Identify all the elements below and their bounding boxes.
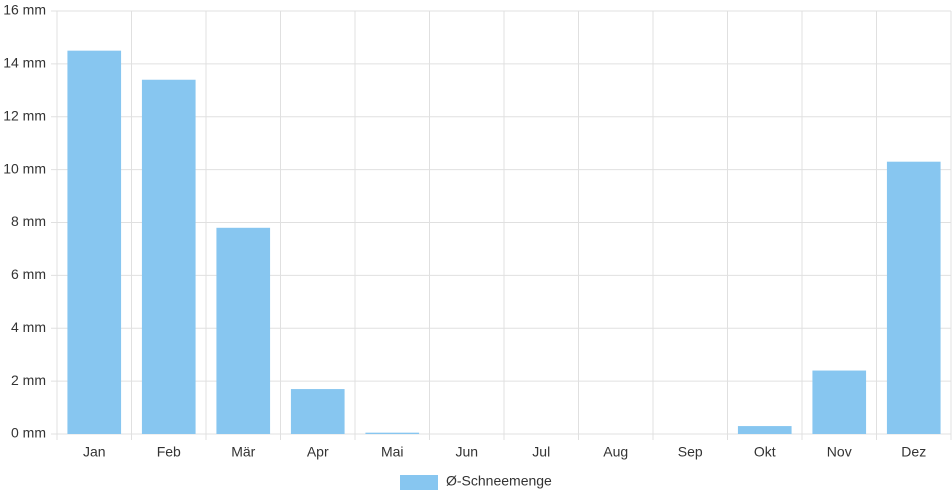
y-tick-label: 10 mm	[3, 160, 46, 176]
x-tick-label: Mai	[381, 444, 404, 460]
bar	[737, 426, 792, 434]
y-tick-label: 2 mm	[11, 372, 46, 388]
y-tick-label: 0 mm	[11, 425, 46, 441]
bar	[67, 50, 122, 434]
x-tick-label: Jun	[455, 444, 478, 460]
y-tick-label: 6 mm	[11, 266, 46, 282]
bar	[886, 161, 941, 434]
x-tick-label: Apr	[307, 444, 329, 460]
y-tick-label: 12 mm	[3, 107, 46, 123]
x-tick-label: Dez	[901, 444, 926, 460]
bar	[216, 227, 271, 434]
x-tick-label: Mär	[231, 444, 255, 460]
x-tick-label: Sep	[678, 444, 703, 460]
y-tick-label: 4 mm	[11, 319, 46, 335]
legend-label: Ø-Schneemenge	[446, 473, 552, 489]
y-tick-label: 14 mm	[3, 55, 46, 71]
bar	[141, 79, 196, 435]
legend-swatch	[400, 475, 438, 490]
y-tick-label: 8 mm	[11, 213, 46, 229]
x-tick-label: Okt	[754, 444, 776, 460]
x-tick-label: Feb	[157, 444, 181, 460]
x-tick-label: Jul	[532, 444, 550, 460]
bar	[812, 370, 867, 434]
x-tick-label: Nov	[827, 444, 852, 460]
bar	[290, 389, 345, 434]
x-tick-label: Jan	[83, 444, 106, 460]
x-tick-label: Aug	[603, 444, 628, 460]
y-tick-label: 16 mm	[3, 2, 46, 18]
bar	[365, 432, 420, 434]
